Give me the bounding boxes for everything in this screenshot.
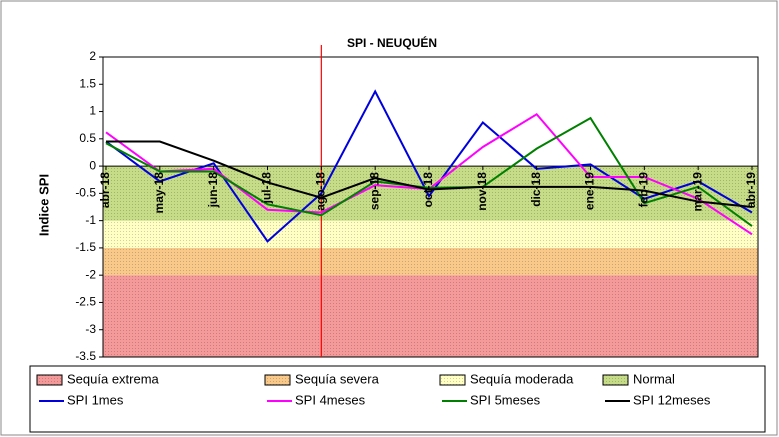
band-texture	[103, 275, 758, 357]
x-tick-label: jun-18	[206, 172, 220, 209]
x-tick-label: ago-18	[314, 172, 328, 211]
series-line	[105, 89, 753, 243]
band-texture	[103, 220, 758, 248]
legend-label: Sequía extrema	[67, 371, 160, 386]
x-tick-label: may-18	[152, 172, 166, 214]
legend-label: SPI 1mes	[67, 392, 124, 407]
y-axis-label: Indice SPI	[36, 174, 51, 236]
x-tick-label: ene-19	[583, 172, 597, 210]
y-tick-label: -1	[85, 213, 96, 227]
y-tick-label: 0	[89, 158, 96, 172]
legend-swatch-texture	[603, 375, 628, 385]
y-tick-label: -0.5	[75, 186, 96, 200]
legend-swatch-texture	[37, 375, 62, 385]
plot-border	[102, 56, 759, 358]
y-tick-label: 1	[89, 104, 96, 118]
x-tick-label: abr-18	[98, 172, 112, 208]
x-tick-label: mar-19	[690, 172, 704, 212]
y-tick-label: -1.5	[75, 240, 96, 254]
x-tick-label: nov-18	[475, 172, 489, 211]
x-tick-label: oct-18	[421, 172, 435, 208]
y-tick-label: -3.5	[75, 349, 96, 363]
series-line	[105, 116, 753, 227]
legend-swatch-texture	[265, 375, 290, 385]
chart-title: SPI - NEUQUÉN	[347, 35, 437, 50]
y-tick-label: 1.5	[79, 76, 96, 90]
legend-label: Sequía moderada	[470, 371, 574, 386]
x-tick-label: feb-19	[637, 172, 651, 208]
legend-swatch-texture	[440, 375, 465, 385]
legend-label: SPI 5meses	[470, 392, 541, 407]
x-tick-label: dic-18	[529, 172, 543, 207]
y-tick-label: -3	[85, 322, 96, 336]
legend-label: Normal	[633, 371, 675, 386]
band-texture	[103, 247, 758, 276]
x-tick-label: abr-19	[744, 172, 758, 208]
y-tick-label: 0.5	[79, 131, 96, 145]
x-tick-label: sep-18	[367, 172, 381, 210]
legend-label: SPI 4meses	[295, 392, 366, 407]
y-tick-label: 2	[89, 49, 96, 63]
legend-label: SPI 12meses	[633, 392, 711, 407]
y-tick-label: -2.5	[75, 295, 96, 309]
legend-box	[29, 365, 766, 433]
legend-label: Sequía severa	[295, 371, 380, 386]
series-line	[106, 140, 753, 208]
y-tick-label: -2	[85, 267, 96, 281]
x-tick-label: jul-18	[260, 172, 274, 205]
